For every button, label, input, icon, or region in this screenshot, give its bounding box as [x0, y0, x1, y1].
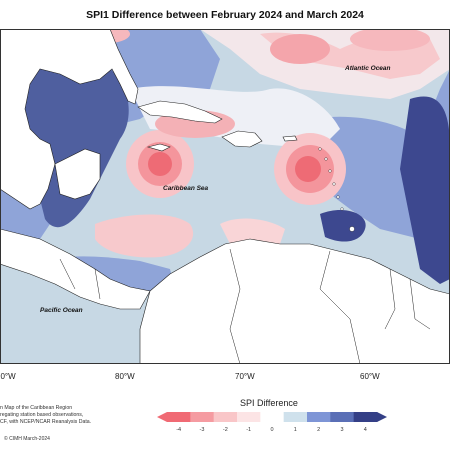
land-jamaica — [146, 143, 171, 152]
island-1 — [318, 147, 322, 151]
lon-label-90w: 90°W — [0, 372, 16, 381]
map-description: n Map of the Caribbean Region regating s… — [0, 405, 150, 426]
island-3 — [328, 169, 332, 173]
copyright-text: © CIMH March-2024 — [4, 436, 50, 442]
hotspot-jamaica-core — [148, 152, 172, 176]
lon-label-70w: 70°W — [235, 372, 255, 381]
island-5 — [336, 195, 340, 199]
legend-arrow-right — [377, 412, 387, 422]
land-yucatan — [54, 148, 101, 200]
field-pale-central — [130, 86, 340, 149]
label-atlantic-ocean: Atlantic Ocean — [344, 65, 391, 72]
border-sa-1 — [229, 248, 241, 364]
lon-label-60w: 60°W — [360, 372, 380, 381]
legend-tick-label: 4 — [364, 427, 367, 433]
label-caribbean-sea: Caribbean Sea — [163, 185, 209, 192]
land-central-america — [0, 228, 151, 310]
legend-swatch — [353, 412, 378, 422]
legend-color-bar — [157, 412, 387, 422]
island-2 — [324, 157, 328, 161]
legend-swatch — [190, 412, 215, 422]
border-sa-2 — [319, 250, 361, 364]
lon-label-80w: 80°W — [115, 372, 135, 381]
legend-swatch — [283, 412, 308, 422]
legend-swatch — [167, 412, 191, 422]
label-pacific-ocean: Pacific Ocean — [40, 307, 83, 314]
border-sa-4 — [409, 278, 431, 330]
legend-tick-label: -4 — [176, 427, 181, 433]
legend-swatch — [213, 412, 238, 422]
legend-swatch — [237, 412, 261, 422]
land-cuba — [137, 100, 223, 124]
spi-difference-map: Atlantic Ocean Caribbean Sea Pacific Oce… — [0, 29, 450, 364]
hotspot-north-east — [350, 29, 430, 51]
description-line-2: regating station based observations, — [0, 412, 84, 418]
legend-tick-label: 0 — [270, 427, 273, 433]
legend-tick-label: -3 — [200, 427, 205, 433]
field-light-red-sw — [95, 214, 194, 258]
legend-swatch — [307, 412, 331, 422]
legend-tick-label: 2 — [317, 427, 320, 433]
legend-tick-label: -2 — [223, 427, 228, 433]
legend-swatch — [260, 412, 285, 422]
spi-legend: -4 -3 -2 -1 0 1 2 3 4 — [157, 412, 387, 433]
border-ca-1 — [59, 258, 76, 290]
legend-swatch — [330, 412, 355, 422]
land-hispaniola — [221, 130, 263, 148]
map-title: SPI1 Difference between February 2024 an… — [86, 9, 364, 21]
legend-tick-label: -1 — [246, 427, 251, 433]
legend-tick-label: 3 — [340, 427, 343, 433]
island-4 — [332, 182, 336, 186]
legend-title: SPI Difference — [240, 398, 298, 408]
legend-tick-labels: -4 -3 -2 -1 0 1 2 3 4 — [176, 427, 367, 433]
legend-tick-label: 1 — [294, 427, 297, 433]
border-sa-3 — [384, 268, 396, 330]
island-7 — [349, 226, 355, 232]
hotspot-east-core — [295, 156, 321, 182]
border-ca-2 — [94, 268, 101, 300]
field-dark-blue-south-east — [320, 209, 366, 242]
legend-arrow-left — [157, 412, 167, 422]
hotspot-north-center — [270, 34, 330, 64]
land-puerto-rico — [282, 135, 298, 142]
land-north-america — [0, 29, 139, 210]
land-south-america — [139, 238, 450, 364]
island-6 — [340, 207, 344, 211]
field-dark-blue-east — [400, 96, 450, 284]
description-line-3: CF, with NCEP/NCAR Reanalysis Data. — [0, 419, 92, 425]
description-line-1: n Map of the Caribbean Region — [0, 405, 73, 411]
